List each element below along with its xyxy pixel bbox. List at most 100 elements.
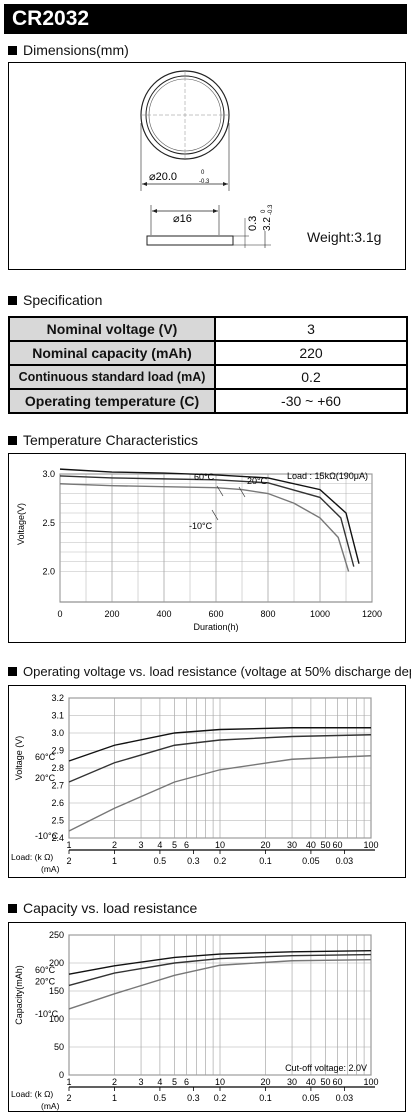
- square-bullet-icon: [8, 296, 17, 305]
- y-tick-label: 50: [54, 1042, 64, 1052]
- x-tick-label: 3: [139, 1077, 144, 1087]
- x-tick-label: 50: [321, 840, 331, 850]
- y-tick-label: 3.0: [42, 469, 55, 479]
- x-tick-label: 10: [215, 840, 225, 850]
- page-title: CR2032: [4, 4, 407, 34]
- section-operating-label: Operating voltage vs. load resistance (v…: [23, 664, 411, 679]
- height-tol-top: 0: [261, 209, 267, 213]
- x2-axis-label: (mA): [41, 864, 60, 874]
- x-axis-label: Load: (k Ω): [11, 1089, 53, 1099]
- x2-tick-label: 0.2: [214, 856, 227, 866]
- y-axis-label: Voltage (V): [14, 736, 24, 781]
- table-row: Nominal capacity (mAh) 220: [8, 340, 408, 366]
- x-tick-label: 30: [287, 1077, 297, 1087]
- series-pointer: [238, 486, 246, 498]
- series-pointer: [211, 509, 219, 521]
- square-bullet-icon: [8, 904, 17, 913]
- series-label: -10°C: [189, 521, 213, 531]
- series-line: [68, 958, 372, 1010]
- y-tick-label: 3.0: [51, 728, 64, 738]
- y-tick-label: 100: [49, 1014, 64, 1024]
- x2-tick-label: 0.05: [302, 1093, 320, 1103]
- series-line: [68, 953, 372, 987]
- series-label: 60°C: [194, 472, 215, 482]
- spec-value: -30 ~ +60: [214, 388, 408, 414]
- battery-drawing: ⌀20.0 0 -0.3 ⌀16 0.3 3.2 0 -0.3: [140, 70, 274, 248]
- x2-tick-label: 0.05: [302, 856, 320, 866]
- y-tick-label: 2.4: [51, 833, 64, 843]
- x2-tick-label: 0.03: [336, 856, 354, 866]
- y-tick-label: 250: [49, 930, 64, 940]
- x2-tick-label: 2: [66, 1093, 71, 1103]
- x-tick-label: 60: [332, 840, 342, 850]
- height-tol-bot: -0.3: [268, 204, 274, 215]
- square-bullet-icon: [8, 667, 17, 676]
- series-line: [68, 755, 372, 832]
- series-label: 20°C: [247, 476, 268, 486]
- series-label: -10°C: [35, 1009, 59, 1019]
- spec-key: Operating temperature (C): [8, 388, 216, 414]
- chart-annotation: Load : 15kΩ(190μA): [287, 471, 368, 481]
- x-tick-label: 100: [363, 840, 378, 850]
- y-axis-label: Voltage(V): [16, 503, 26, 545]
- x2-tick-label: 0.3: [187, 856, 200, 866]
- spec-value: 3: [214, 316, 408, 342]
- y-tick-label: 3.2: [51, 693, 64, 703]
- series-line: [68, 949, 372, 975]
- section-specification-label: Specification: [23, 292, 103, 308]
- square-bullet-icon: [8, 46, 17, 55]
- series-line: [59, 468, 360, 564]
- series-line: [59, 483, 350, 572]
- x-tick-label: 6: [184, 840, 189, 850]
- spec-key: Nominal voltage (V): [8, 316, 216, 342]
- x2-tick-label: 0.5: [154, 1093, 167, 1103]
- x-tick-label: 5: [172, 840, 177, 850]
- x-tick-label: 1: [66, 1077, 71, 1087]
- x2-tick-label: 0.1: [259, 1093, 272, 1103]
- x2-tick-label: 0.2: [214, 1093, 227, 1103]
- x-tick-label: 4: [157, 1077, 162, 1087]
- chart-annotation: Cut-off voltage: 2.0V: [285, 1063, 367, 1073]
- series-label: -10°C: [35, 831, 59, 841]
- square-bullet-icon: [8, 436, 17, 445]
- series-label: 60°C: [35, 965, 56, 975]
- x-tick-label: 50: [321, 1077, 331, 1087]
- section-capacity: Capacity vs. load resistance: [8, 900, 197, 916]
- x2-tick-label: 0.03: [336, 1093, 354, 1103]
- series-pointer: [216, 485, 224, 497]
- x2-tick-label: 0.1: [259, 856, 272, 866]
- x-axis-label: Duration(h): [193, 622, 238, 632]
- x-tick-label: 800: [260, 609, 275, 619]
- y-tick-label: 2.7: [51, 781, 64, 791]
- table-row: Nominal voltage (V) 3: [8, 316, 408, 342]
- section-capacity-label: Capacity vs. load resistance: [23, 900, 198, 916]
- x2-tick-label: 1: [112, 856, 117, 866]
- dimensions-panel: ⌀20.0 0 -0.3 ⌀16 0.3 3.2 0 -0.3 Weight:3…: [8, 62, 406, 270]
- x-tick-label: 30: [287, 840, 297, 850]
- x-tick-label: 0: [57, 609, 62, 619]
- y-tick-label: 2.8: [51, 763, 64, 773]
- x-tick-label: 60: [332, 1077, 342, 1087]
- spec-key: Continuous standard load (mA): [8, 364, 216, 390]
- x-tick-label: 20: [260, 840, 270, 850]
- x-tick-label: 6: [184, 1077, 189, 1087]
- height-label: 3.2: [262, 217, 273, 231]
- operating-chart-panel: 3.2 3.1 3.0 2.9 2.8 2.7 2.6 2.5 2.4 Voltage (V) 1 2…: [8, 685, 406, 878]
- section-dimensions: Dimensions(mm): [8, 42, 129, 58]
- series-label: 20°C: [35, 976, 56, 986]
- y-tick-label: 2.9: [51, 746, 64, 756]
- x-tick-label: 1200: [362, 609, 382, 619]
- outer-tol-bot: -0.3: [199, 179, 210, 185]
- y-axis-label: Capacity(mAh): [14, 965, 24, 1025]
- section-temperature-label: Temperature Characteristics: [23, 432, 199, 448]
- y-tick-label: 0: [59, 1070, 64, 1080]
- x-axis-label: Load: (k Ω): [11, 852, 53, 862]
- y-tick-label: 2.5: [42, 518, 55, 528]
- y-tick-label: 2.5: [51, 816, 64, 826]
- x-tick-label: 10: [215, 1077, 225, 1087]
- outer-diameter-label: ⌀20.0: [149, 171, 177, 183]
- y-tick-label: 3.1: [51, 711, 64, 721]
- rim-label: 0.3: [247, 216, 259, 231]
- x-tick-label: 4: [157, 840, 162, 850]
